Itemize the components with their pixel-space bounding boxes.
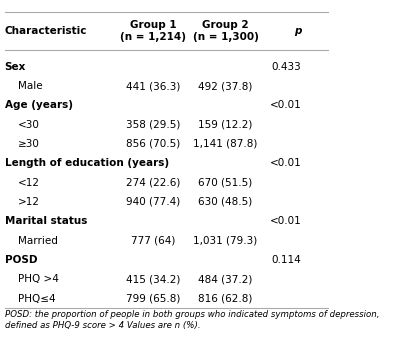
Text: 415 (34.2): 415 (34.2) (126, 274, 180, 284)
Text: PHQ≤4: PHQ≤4 (18, 294, 56, 304)
Text: 358 (29.5): 358 (29.5) (126, 120, 180, 130)
Text: Length of education (years): Length of education (years) (5, 158, 169, 168)
Text: 777 (64): 777 (64) (131, 236, 175, 245)
Text: 492 (37.8): 492 (37.8) (198, 81, 253, 91)
Text: >12: >12 (18, 197, 40, 207)
Text: <0.01: <0.01 (270, 158, 301, 168)
Text: Married: Married (18, 236, 58, 245)
Text: <0.01: <0.01 (270, 216, 301, 226)
Text: 856 (70.5): 856 (70.5) (126, 139, 180, 149)
Text: ≥30: ≥30 (18, 139, 40, 149)
Text: 484 (37.2): 484 (37.2) (198, 274, 253, 284)
Text: 799 (65.8): 799 (65.8) (126, 294, 180, 304)
Text: <12: <12 (18, 177, 40, 188)
Text: PHQ >4: PHQ >4 (18, 274, 59, 284)
Text: 1,141 (87.8): 1,141 (87.8) (193, 139, 258, 149)
Text: 816 (62.8): 816 (62.8) (198, 294, 253, 304)
Text: Sex: Sex (5, 62, 26, 72)
Text: <30: <30 (18, 120, 40, 130)
Text: Marital status: Marital status (5, 216, 87, 226)
Text: <0.01: <0.01 (270, 100, 301, 110)
Text: POSD: the proportion of people in both groups who indicated symptoms of depressi: POSD: the proportion of people in both g… (5, 310, 379, 330)
Text: 0.114: 0.114 (272, 255, 301, 265)
Text: 940 (77.4): 940 (77.4) (126, 197, 180, 207)
Text: Characteristic: Characteristic (5, 26, 87, 36)
Text: 274 (22.6): 274 (22.6) (126, 177, 180, 188)
Text: 670 (51.5): 670 (51.5) (198, 177, 253, 188)
Text: 1,031 (79.3): 1,031 (79.3) (194, 236, 258, 245)
Text: Group 1
(n = 1,214): Group 1 (n = 1,214) (120, 20, 186, 42)
Text: POSD: POSD (5, 255, 37, 265)
Text: 159 (12.2): 159 (12.2) (198, 120, 253, 130)
Text: 441 (36.3): 441 (36.3) (126, 81, 180, 91)
Text: p: p (294, 26, 301, 36)
Text: Male: Male (18, 81, 42, 91)
Text: Age (years): Age (years) (5, 100, 73, 110)
Text: Group 2
(n = 1,300): Group 2 (n = 1,300) (192, 20, 258, 42)
Text: 0.433: 0.433 (272, 62, 301, 72)
Text: 630 (48.5): 630 (48.5) (198, 197, 253, 207)
